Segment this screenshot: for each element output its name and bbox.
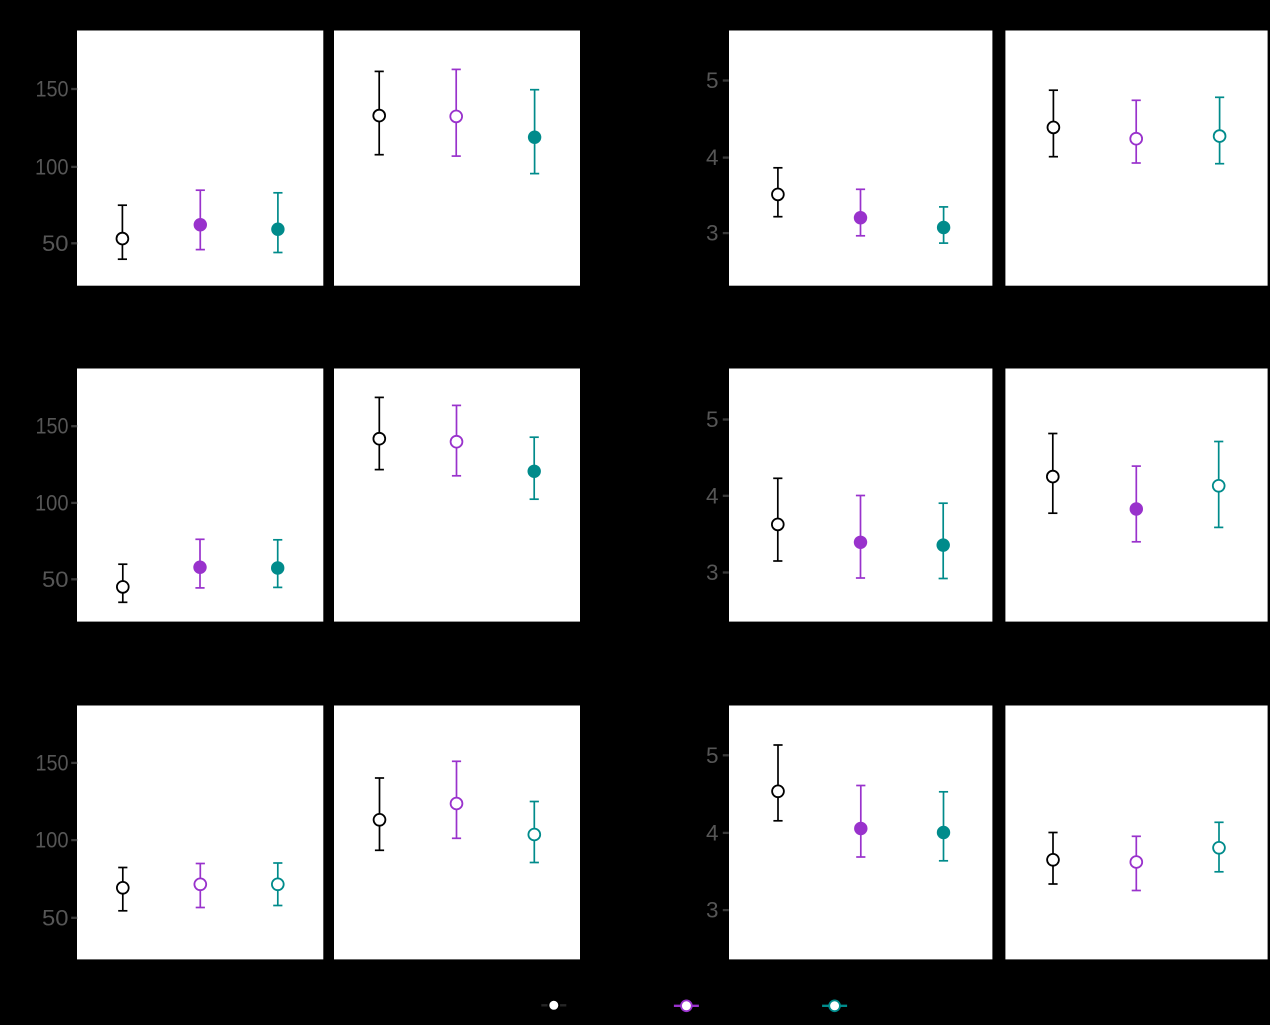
svg-text:4: 4 <box>706 820 719 845</box>
svg-text:3: 3 <box>706 560 719 585</box>
svg-text:100: 100 <box>35 828 69 853</box>
svg-text:4: 4 <box>706 145 719 170</box>
svg-text:50: 50 <box>42 567 69 592</box>
svg-text:5: 5 <box>706 68 719 93</box>
svg-text:5: 5 <box>706 407 719 432</box>
svg-text:100: 100 <box>35 490 69 515</box>
svg-text:150: 150 <box>36 750 69 775</box>
svg-text:50: 50 <box>42 905 69 930</box>
svg-text:4: 4 <box>706 483 719 508</box>
svg-text:150: 150 <box>36 414 69 439</box>
svg-text:150: 150 <box>36 77 69 102</box>
svg-text:100: 100 <box>35 154 69 179</box>
svg-text:3: 3 <box>706 221 719 246</box>
svg-text:3: 3 <box>706 898 719 923</box>
svg-text:5: 5 <box>706 743 719 768</box>
svg-text:50: 50 <box>42 231 69 256</box>
